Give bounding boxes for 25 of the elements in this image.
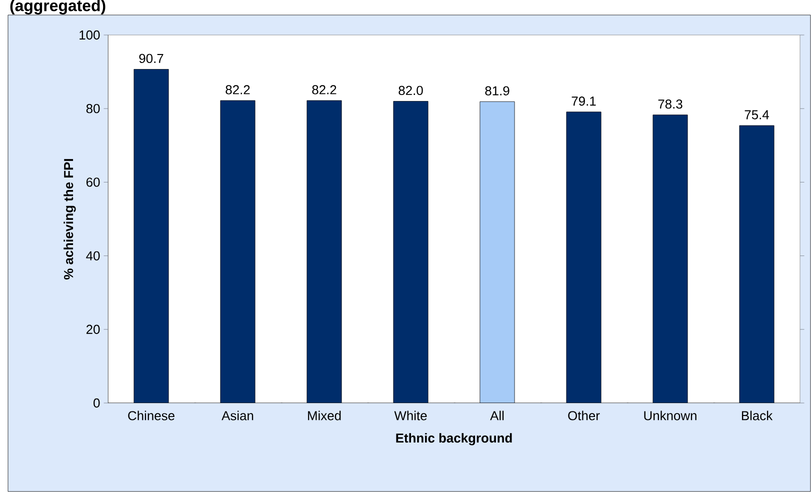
x-tick-label: Asian [222, 410, 254, 420]
x-axis-title: Ethnic background [396, 433, 512, 446]
y-tick-label: 0 [94, 398, 100, 408]
data-label: 90.7 [139, 54, 164, 64]
y-tick-label: 60 [86, 178, 100, 187]
data-label: 82.2 [312, 85, 336, 94]
data-label: 78.3 [658, 99, 682, 109]
x-tick-label: All [490, 410, 504, 420]
data-label: 81.9 [485, 86, 510, 96]
x-tick-label: Other [568, 410, 600, 420]
data-label: 82.2 [226, 85, 250, 94]
x-tick-label: Chinese [128, 410, 174, 420]
y-tick-label: 40 [86, 251, 100, 260]
data-label: 79.1 [572, 96, 596, 106]
chart-title: (aggregated) [10, 0, 106, 14]
y-axis-title: % achieving the FPI [64, 159, 76, 280]
x-tick-label: White [394, 410, 427, 420]
y-tick-label: 100 [80, 30, 100, 40]
y-tick-label: 80 [86, 104, 100, 114]
x-tick-label: Unknown [644, 410, 696, 420]
data-label: 82.0 [398, 86, 423, 96]
x-tick-label: Mixed [308, 410, 341, 420]
x-tick-label: Black [742, 410, 773, 420]
data-label: 75.4 [744, 110, 769, 120]
y-tick-label: 20 [86, 324, 100, 334]
